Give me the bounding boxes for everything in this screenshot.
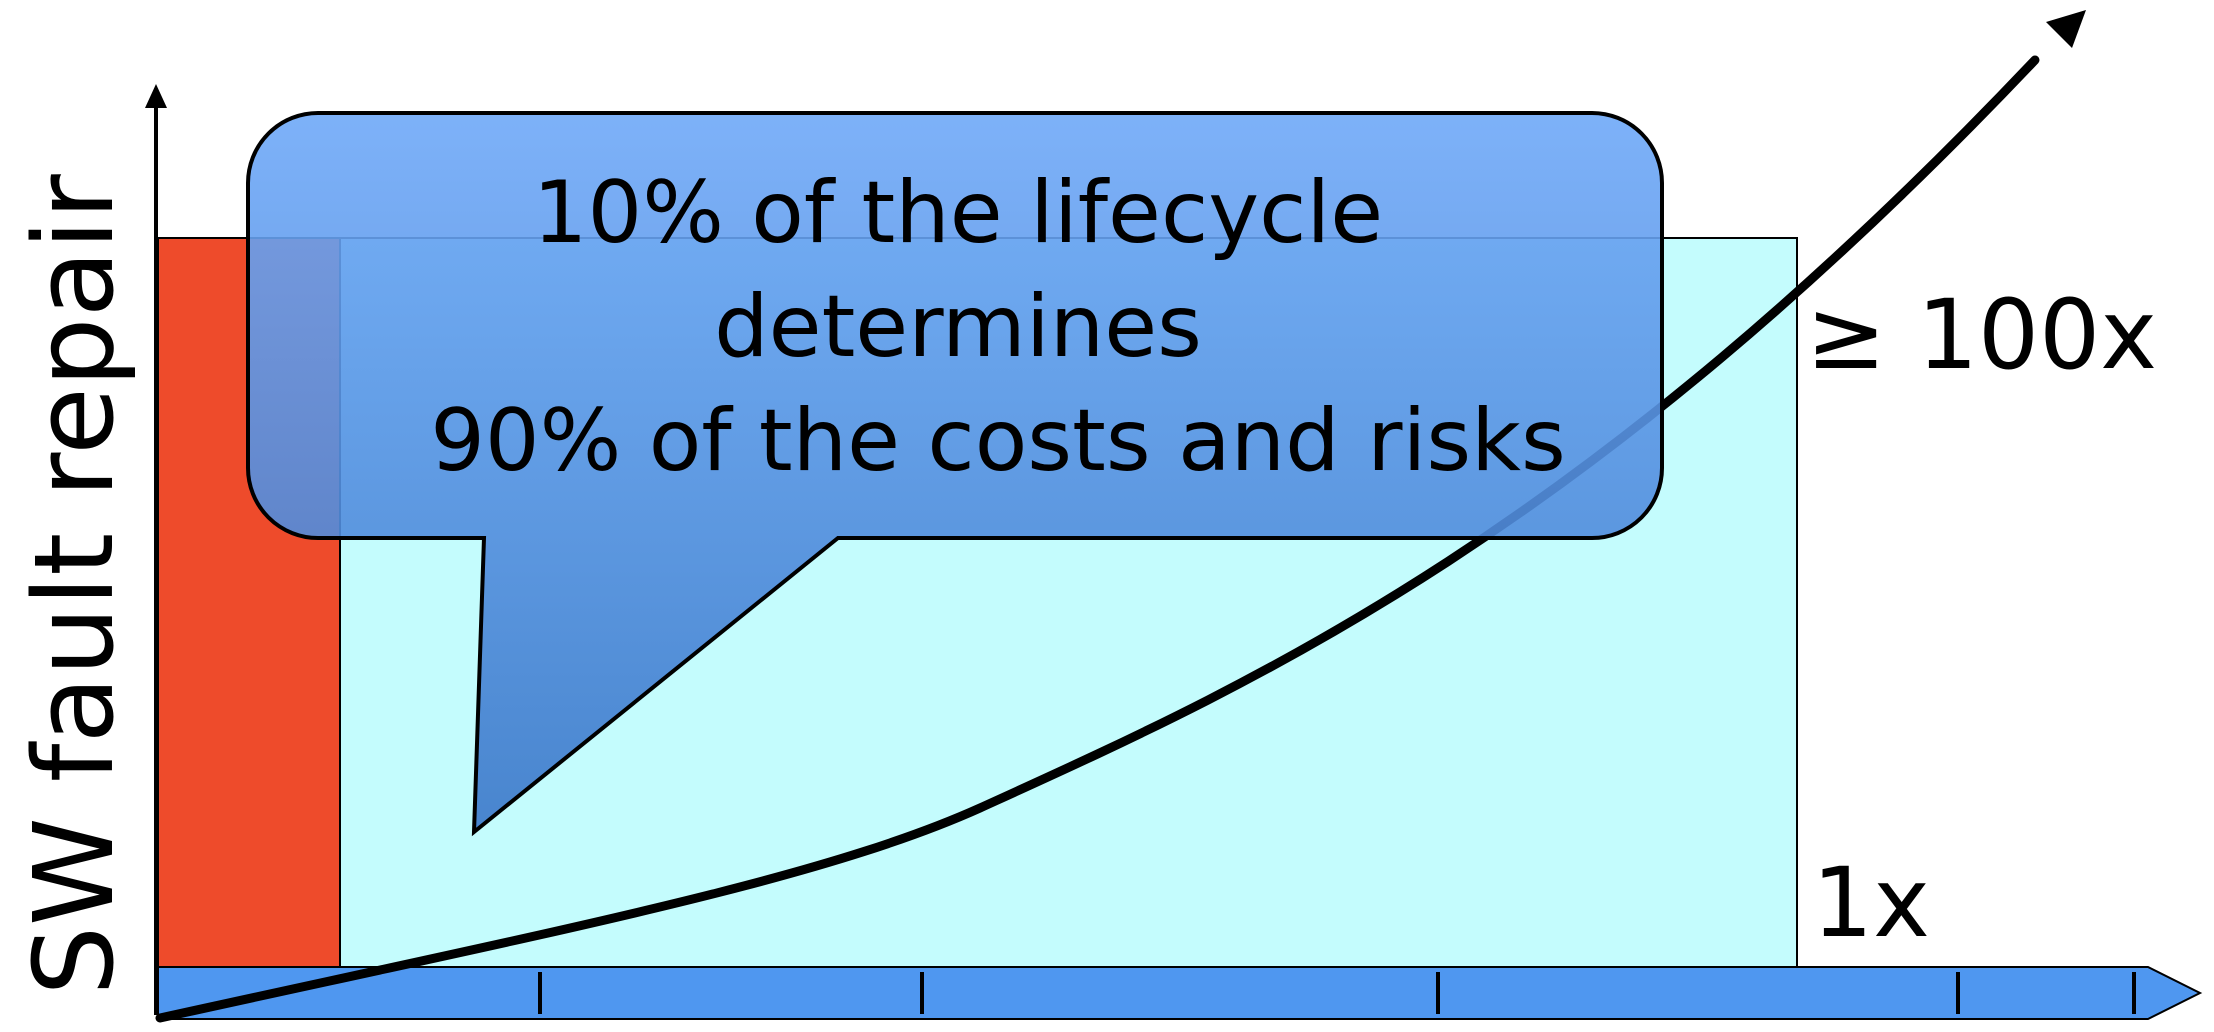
callout-line-3: 90% of the costs and risks <box>430 391 1566 491</box>
y-axis-label: SW fault repair <box>10 173 138 995</box>
marker-high: ≥ 100x <box>1806 279 2157 391</box>
callout-line-2: determines <box>714 277 1202 377</box>
marker-low: 1x <box>1812 847 1930 959</box>
cost-curve <box>155 55 2040 1023</box>
callout-bubble <box>246 111 1664 837</box>
y-axis-arrowhead <box>145 84 167 108</box>
timeline-ticks <box>538 972 2136 1014</box>
cost-curve-arrowhead <box>2046 10 2086 48</box>
timeline-bar <box>157 966 2203 1020</box>
callout-line-1: 10% of the lifecycle <box>533 163 1383 263</box>
